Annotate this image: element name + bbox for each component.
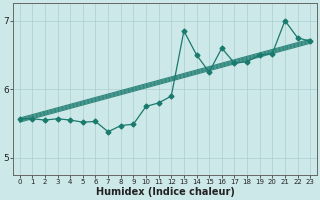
X-axis label: Humidex (Indice chaleur): Humidex (Indice chaleur) [96,187,234,197]
